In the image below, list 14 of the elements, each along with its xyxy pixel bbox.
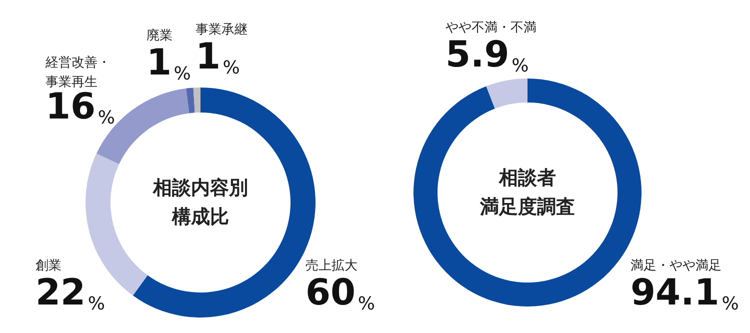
data-label: 1% <box>196 36 240 78</box>
data-label: 94.1% <box>630 272 739 314</box>
slice-label: 創業 <box>36 258 62 274</box>
data-label: 1% <box>146 42 191 84</box>
slice-label: 事業承継 <box>196 22 248 38</box>
slice-label: 廃業 <box>146 28 172 44</box>
data-label: 5.9% <box>446 34 529 76</box>
data-label: 60% <box>306 272 376 314</box>
slice-label: やや不満・不満 <box>446 20 536 36</box>
text: 相談者満足度調査 <box>479 167 575 218</box>
data-label: 22% <box>36 272 106 314</box>
text: 相談内容別構成比 <box>152 177 248 228</box>
slice-label: 売上拡大 <box>306 258 358 274</box>
slice-label: 満足・やや満足 <box>630 258 722 274</box>
